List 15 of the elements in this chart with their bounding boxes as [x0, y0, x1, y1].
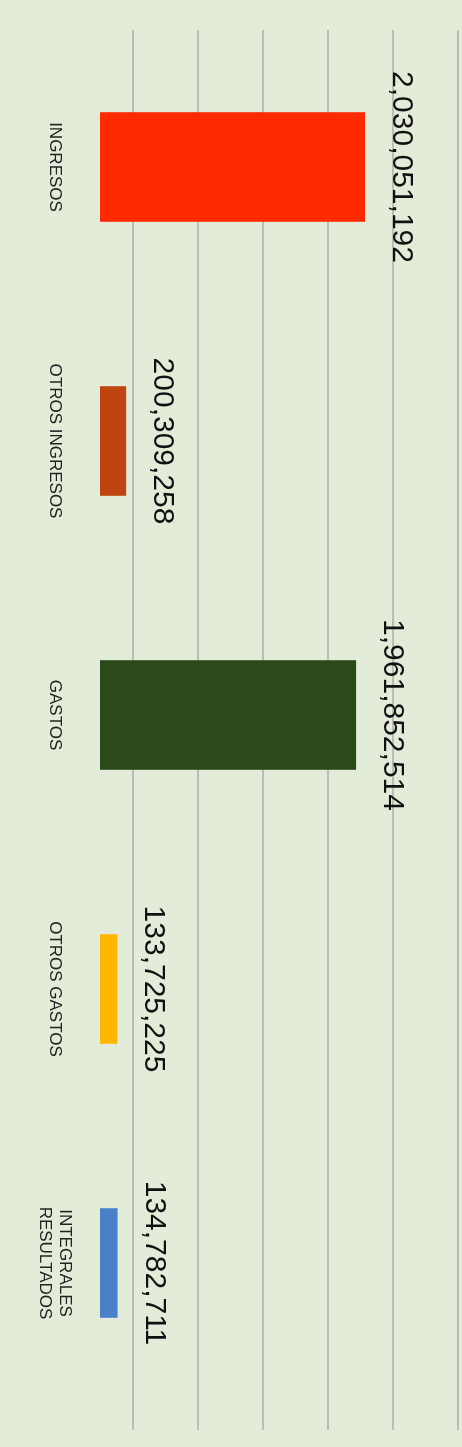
data-label: 1,961,852,514: [378, 619, 412, 811]
bar: [100, 386, 127, 496]
y-tick-label: INGRESOS: [46, 122, 65, 212]
data-label: 200,309,258: [148, 357, 182, 525]
y-tick-label: OTROS GASTOS: [46, 921, 65, 1057]
y-tick-label: OTROS INGRESOS: [46, 363, 65, 519]
bar: [100, 660, 357, 770]
data-label: 133,725,225: [139, 905, 173, 1073]
y-tick-label: RESULTADOS INTEGRALES: [36, 1206, 75, 1320]
bar: [100, 112, 365, 222]
y-tick-label: GASTOS: [46, 679, 65, 751]
data-label: 2,030,051,192: [387, 71, 420, 263]
bar: [100, 1208, 118, 1318]
bar: [100, 934, 118, 1044]
data-label: 134,782,711: [139, 1180, 173, 1346]
